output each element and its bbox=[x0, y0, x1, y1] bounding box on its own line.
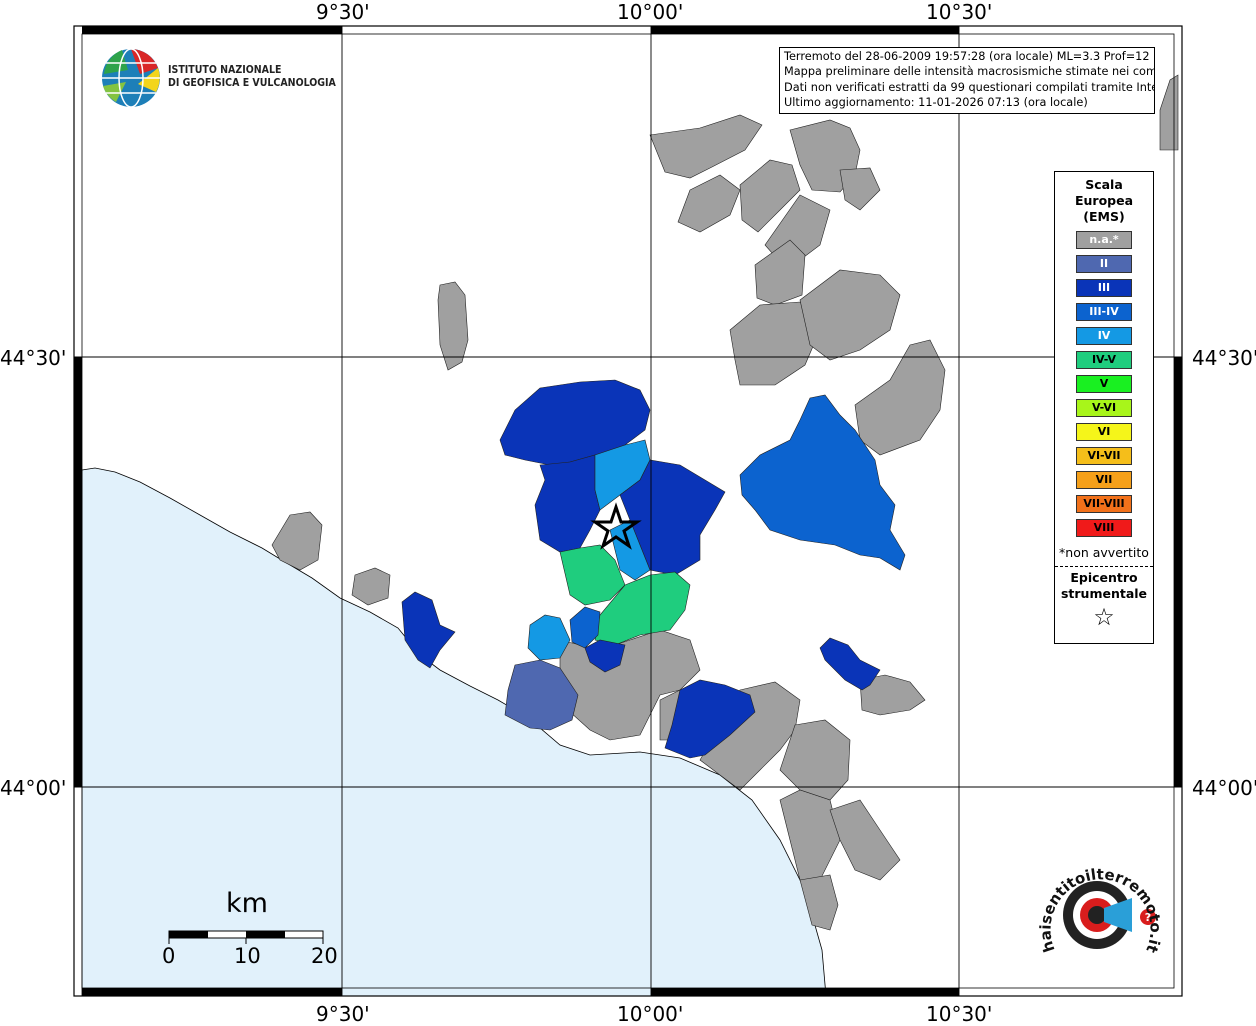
svg-text:?: ? bbox=[1145, 911, 1151, 924]
legend-swatch: VI bbox=[1076, 423, 1132, 441]
lon-label-top-1: 9°30' bbox=[316, 0, 370, 24]
epicenter-star bbox=[590, 502, 642, 550]
legend-star-icon: ☆ bbox=[1093, 603, 1115, 631]
legend-epicenter-title: Epicentro strumentale bbox=[1055, 570, 1153, 602]
legend-swatch: VII bbox=[1076, 471, 1132, 489]
lon-label-top-3: 10°30' bbox=[926, 0, 993, 24]
legend-swatch: VII-VIII bbox=[1076, 495, 1132, 513]
legend-swatch: V bbox=[1076, 375, 1132, 393]
legend-swatch: III-IV bbox=[1076, 303, 1132, 321]
scale-tick-20: 20 bbox=[311, 944, 338, 968]
polygon-iv-b bbox=[527, 614, 571, 661]
event-info-box: Terremoto del 28-06-2009 19:57:28 (ora l… bbox=[779, 47, 1155, 114]
event-info-line-1: Terremoto del 28-06-2009 19:57:28 (ora l… bbox=[784, 50, 1155, 63]
legend-swatch: III bbox=[1076, 279, 1132, 297]
legend-title: Scala Europea (EMS) bbox=[1055, 177, 1153, 225]
legend-title-line-1: Scala bbox=[1085, 177, 1123, 192]
scale-tick-10: 10 bbox=[234, 944, 261, 968]
legend-swatch: II bbox=[1076, 255, 1132, 273]
polygon-iii-small bbox=[584, 639, 626, 673]
polygon-iii-west bbox=[534, 454, 601, 553]
legend-items: n.a.* II III III-IV IV IV-V V V-VI VI VI-VII VII VI… bbox=[1055, 231, 1153, 537]
coordinate-grid bbox=[74, 26, 1182, 996]
municipalities-intensity bbox=[401, 379, 906, 759]
institute-line-2: DI GEOFISICA E VULCANOLOGIA bbox=[168, 77, 336, 89]
legend-swatch: IV-V bbox=[1076, 351, 1132, 369]
polygon-iiiiv-a bbox=[569, 606, 601, 649]
legend-title-line-2: Europea bbox=[1074, 193, 1134, 208]
polygon-iii-coast bbox=[664, 679, 756, 759]
polygon-iiiiv-east bbox=[739, 394, 906, 571]
polygon-iii-west2 bbox=[401, 591, 456, 669]
polygon-iv-small bbox=[609, 519, 651, 581]
ingv-logo-icon bbox=[102, 48, 160, 108]
municipalities-na bbox=[271, 74, 1179, 931]
lat-label-right-1: 44°30' bbox=[1192, 346, 1256, 370]
institute-line-1: ISTITUTO NAZIONALE bbox=[168, 64, 282, 76]
scale-bar bbox=[168, 930, 324, 944]
polygon-iii-north bbox=[499, 379, 651, 466]
legend-na-note: *non avvertito bbox=[1059, 545, 1149, 560]
lon-label-bottom-3: 10°30' bbox=[926, 1002, 993, 1026]
legend-swatch: V-VI bbox=[1076, 399, 1132, 417]
event-info-line-4: Ultimo aggiornamento: 11-01-2026 07:13 (… bbox=[784, 96, 1088, 110]
legend-title-line-3: (EMS) bbox=[1083, 209, 1125, 224]
intensity-legend: Scala Europea (EMS) n.a.* II III III-IV IV IV… bbox=[1054, 171, 1154, 644]
scale-tick-0: 0 bbox=[162, 944, 176, 968]
polygon-iii-east bbox=[819, 637, 881, 691]
legend-divider bbox=[1055, 566, 1153, 567]
legend-swatch: VIII bbox=[1076, 519, 1132, 537]
lon-label-bottom-1: 9°30' bbox=[316, 1002, 370, 1026]
institute-name: ISTITUTO NAZIONALE DI GEOFISICA E VULCAN… bbox=[168, 64, 336, 90]
legend-swatch: n.a.* bbox=[1076, 231, 1132, 249]
event-info-line-2: Mappa preliminare delle intensità macros… bbox=[784, 65, 1155, 79]
map-frame bbox=[73, 25, 1183, 997]
scale-unit: km bbox=[226, 888, 268, 919]
polygon-ii-coast bbox=[504, 659, 579, 731]
lon-label-bottom-2: 10°00' bbox=[617, 1002, 684, 1026]
sea-area bbox=[81, 467, 827, 997]
lon-label-top-2: 10°00' bbox=[617, 0, 684, 24]
legend-epicenter-line-2: strumentale bbox=[1060, 586, 1148, 601]
legend-epicenter-line-1: Epicentro bbox=[1070, 570, 1138, 585]
lat-label-left-1: 44°30' bbox=[0, 346, 67, 370]
event-info-line-3: Dati non verificati estratti da 99 quest… bbox=[784, 80, 1155, 94]
lat-label-left-2: 44°00' bbox=[0, 776, 67, 800]
legend-swatch: IV bbox=[1076, 327, 1132, 345]
legend-swatch: VI-VII bbox=[1076, 447, 1132, 465]
lat-label-right-2: 44°00' bbox=[1192, 776, 1256, 800]
